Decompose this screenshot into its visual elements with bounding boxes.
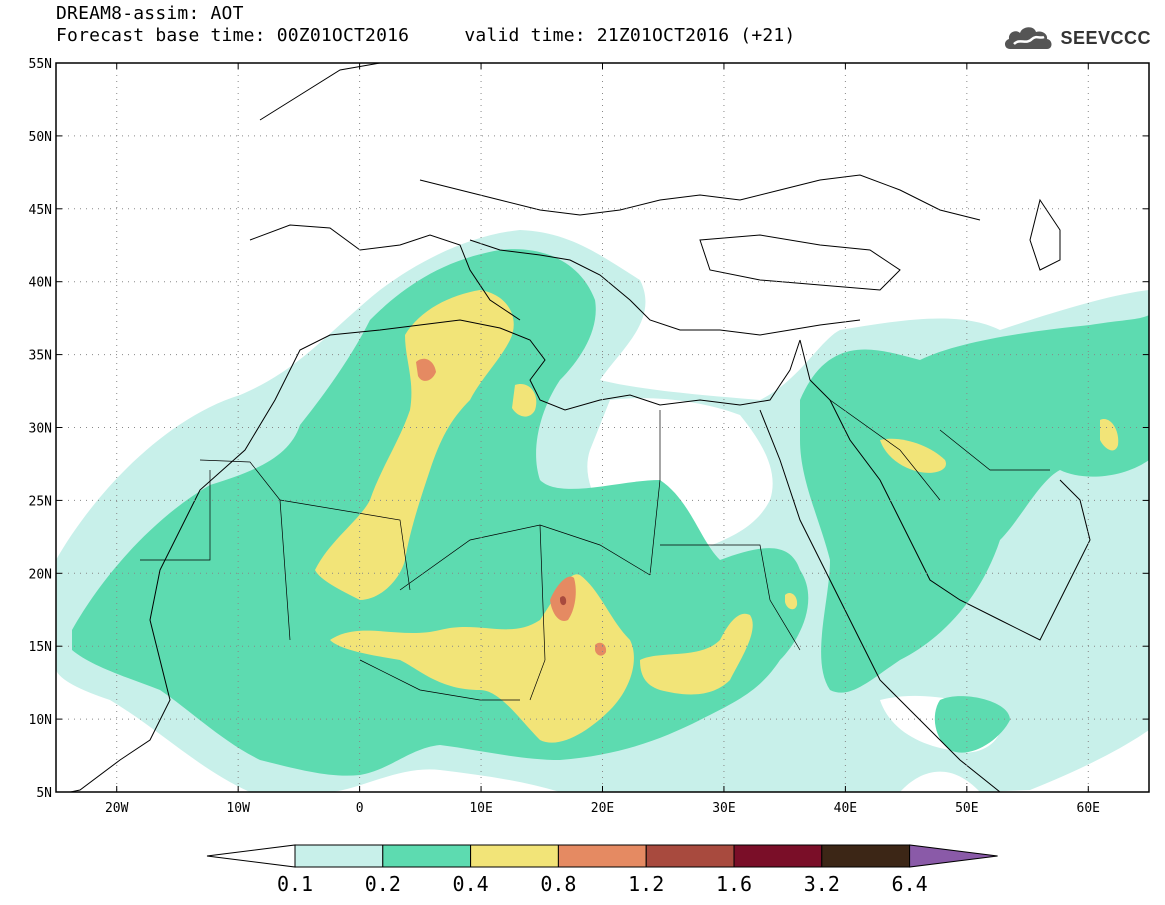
colorbar-label: 0.8	[540, 872, 576, 896]
lat-tick-label: 40N	[29, 276, 52, 291]
lat-tick-label: 20N	[29, 567, 52, 582]
logo-text: SEEVCCC	[1060, 27, 1151, 48]
lon-tick-label: 0	[356, 801, 364, 816]
colorbar-box	[821, 844, 911, 868]
lon-tick-label: 30E	[712, 801, 735, 816]
lat-tick-label: 55N	[29, 57, 52, 72]
colorbar-label: 3.2	[804, 872, 840, 896]
colorbar-label: 6.4	[892, 872, 928, 896]
colorbar-box	[645, 844, 735, 868]
aot-field-layer	[56, 230, 1149, 792]
lat-tick-label: 10N	[29, 713, 52, 728]
colorbar-box	[382, 844, 472, 868]
map-frame	[55, 62, 1150, 793]
lon-tick-label: 40E	[834, 801, 857, 816]
colorbar-label: 0.4	[453, 872, 489, 896]
cloud-icon	[1005, 27, 1052, 49]
colorbar-label: 0.1	[277, 872, 313, 896]
seevccc-logo: SEEVCCC	[1002, 22, 1151, 54]
colorbar-label: 0.2	[365, 872, 401, 896]
lat-tick-label: 5N	[36, 786, 52, 801]
lon-tick-label: 10E	[469, 801, 492, 816]
lat-tick-label: 50N	[29, 130, 52, 145]
lon-tick-label: 60E	[1077, 801, 1100, 816]
colorbar-under-triangle	[206, 844, 296, 868]
lon-tick-label: 20W	[105, 801, 129, 816]
lat-tick-label: 45N	[29, 203, 52, 218]
colorbar-label: 1.6	[716, 872, 752, 896]
lon-tick-label: 10W	[226, 801, 250, 816]
colorbar-label: 1.2	[628, 872, 664, 896]
aot-level-1.2	[560, 596, 567, 606]
colorbar-box	[294, 844, 384, 868]
colorbar-box	[557, 844, 647, 868]
lon-tick-label: 20E	[591, 801, 614, 816]
lon-tick-label: 50E	[955, 801, 978, 816]
lat-tick-label: 15N	[29, 640, 52, 655]
forecast-time-line: Forecast base time: 00Z01OCT2016 valid t…	[56, 25, 796, 46]
border-layer	[140, 399, 1050, 701]
lat-tick-label: 30N	[29, 422, 52, 437]
colorbar-box	[470, 844, 559, 868]
grid-layer	[56, 63, 1149, 792]
map-title: DREAM8-assim: AOT	[56, 3, 244, 24]
coastline-layer	[67, 63, 1091, 792]
colorbar-over-triangle	[909, 844, 998, 868]
axis-layer: 55N 50N 45N 40N 35N 30N 25N 20N 15N 10N 5N 20W 10W 0 1…	[29, 57, 1149, 816]
colorbar-box	[733, 844, 823, 868]
lat-tick-label: 25N	[29, 494, 52, 509]
colorbar: 0.1 0.2 0.4 0.8 1.2 1.6 3.2 6.4	[206, 844, 998, 896]
lat-tick-label: 35N	[29, 349, 52, 364]
